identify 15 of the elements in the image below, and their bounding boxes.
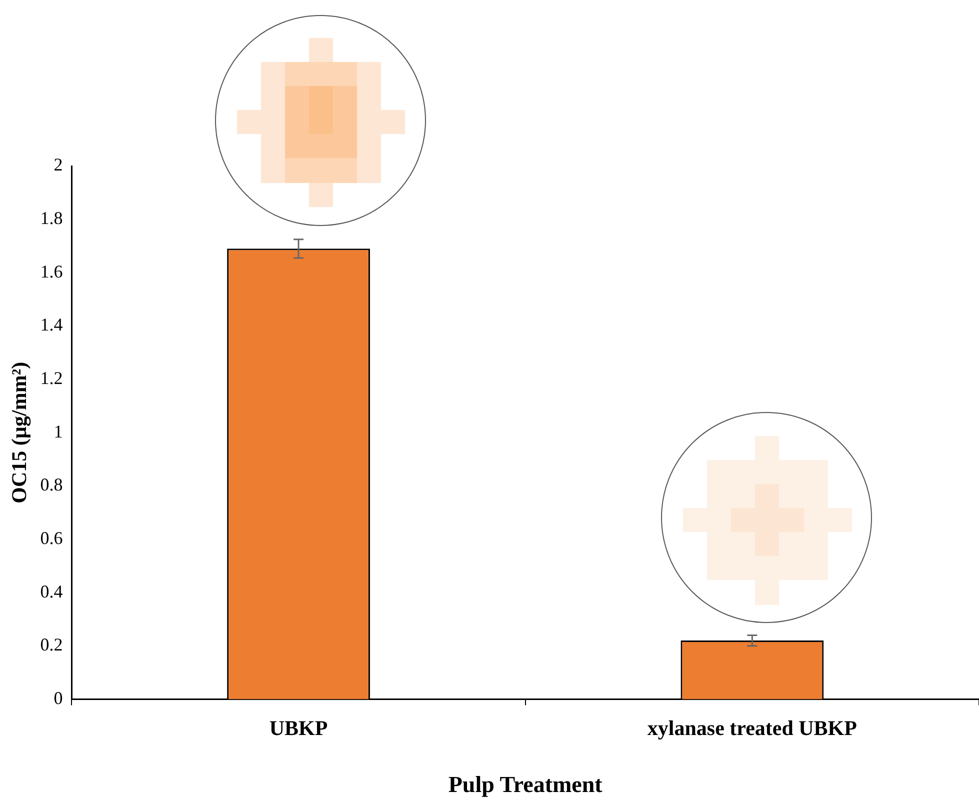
y-axis-title: OC15 (µg/mm²): [7, 362, 32, 504]
y-tick-label: 1.2: [40, 368, 63, 388]
y-tick-label: 0: [54, 688, 63, 708]
x-tick-label: xylanase treated UBKP: [647, 716, 858, 740]
y-tick-label: 1.4: [40, 314, 63, 335]
y-tick-label: 0.8: [40, 474, 63, 495]
y-tick-label: 0.2: [40, 634, 63, 655]
x-tick-label: UBKP: [269, 716, 328, 740]
y-tick-label: 1.6: [40, 261, 63, 282]
y-tick-label: 1: [54, 421, 63, 442]
x-axis-title: Pulp Treatment: [448, 772, 603, 798]
y-tick-label: 0.4: [40, 581, 63, 602]
y-tick-label: 2: [54, 154, 63, 175]
y-tick-label: 1.8: [40, 208, 63, 228]
y-tick-label: 0.6: [40, 528, 63, 548]
